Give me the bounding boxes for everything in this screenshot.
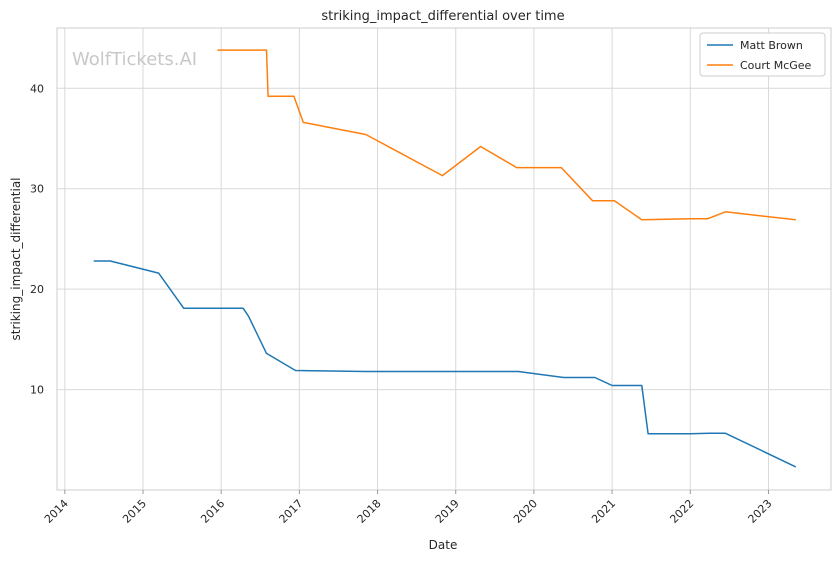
legend-label: Court McGee xyxy=(740,59,812,72)
y-tick-label: 10 xyxy=(30,384,44,397)
series-line xyxy=(217,49,796,221)
x-tick-label: 2018 xyxy=(355,497,384,526)
watermark-text: WolfTickets.AI xyxy=(72,49,197,70)
tick-layer: 2014 2015 2016 2017 2018 2019 2020 2021 2022 2023… xyxy=(30,82,775,526)
x-tick-label: 2017 xyxy=(276,497,305,526)
x-tick-label: 2016 xyxy=(198,497,227,526)
y-axis-label: striking_impact_differential xyxy=(9,177,23,340)
x-tick-label: 2020 xyxy=(511,497,540,526)
y-tick-label: 30 xyxy=(30,183,44,196)
x-tick-label: 2019 xyxy=(433,497,462,526)
x-tick-label: 2021 xyxy=(589,497,618,526)
x-axis-label: Date xyxy=(429,538,458,552)
y-tick-label: 40 xyxy=(30,82,44,95)
legend-label: Matt Brown xyxy=(740,39,803,52)
y-tick-label: 20 xyxy=(30,283,44,296)
chart-title: striking_impact_differential over time xyxy=(321,9,564,24)
x-tick-label: 2023 xyxy=(746,497,775,526)
x-tick-label: 2014 xyxy=(42,497,71,526)
plot-frame xyxy=(56,27,832,491)
legend: Matt Brown Court McGee xyxy=(699,32,826,77)
x-tick-label: 2015 xyxy=(120,497,149,526)
grid-layer xyxy=(57,28,831,490)
series-layer xyxy=(93,49,797,468)
x-tick-label: 2022 xyxy=(667,497,696,526)
series-line xyxy=(93,260,797,468)
